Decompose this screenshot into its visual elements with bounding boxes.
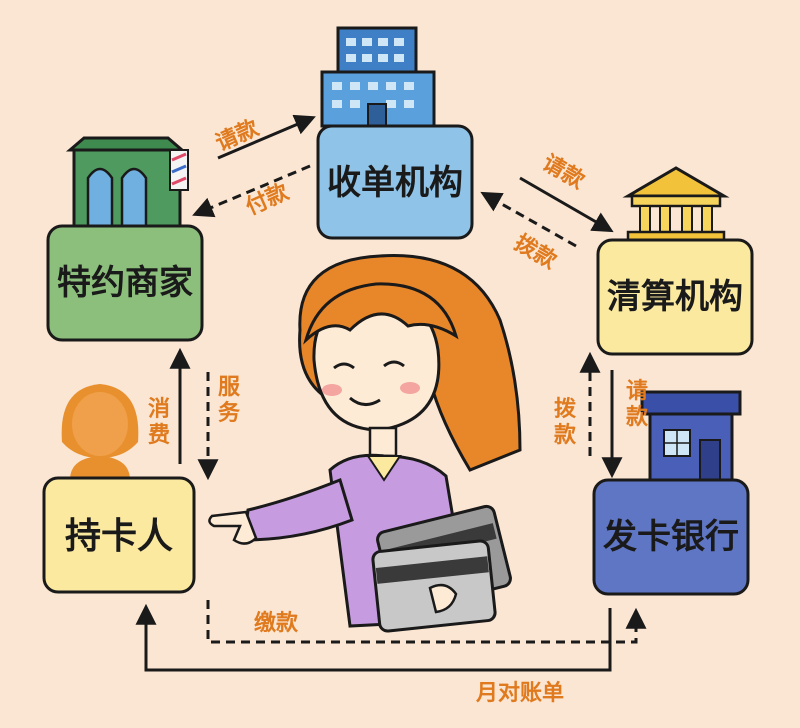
- edge-label-cardholder-to-merchant-char-2: 费: [148, 423, 170, 448]
- edge-label-clearing-to-issuer-char-1: 请: [626, 378, 648, 404]
- edge-label-issuer-to-clearing-char-2: 款: [554, 422, 577, 448]
- node-issuer: 发卡银行: [592, 478, 750, 596]
- edge-label-clearing-to-issuer: 请 款: [626, 378, 656, 430]
- office-building-icon: [320, 26, 436, 128]
- edge-cardholder-to-issuer: [206, 600, 647, 644]
- node-acquirer: 收单机构: [316, 124, 474, 240]
- edge-acquirer-to-clearing: [519, 176, 614, 233]
- edge-label-cardholder-to-merchant-char-1: 消: [148, 397, 170, 422]
- edge-label-cardholder-to-merchant: 消 费: [148, 397, 178, 448]
- woman-with-cards-illustration: [208, 254, 522, 633]
- node-cardholder: 持卡人: [42, 476, 196, 594]
- shop-icon: [65, 136, 189, 232]
- edge-label-clearing-to-acquirer: 拨款: [510, 230, 562, 275]
- node-merchant: 特约商家: [46, 224, 204, 342]
- edge-label-issuer-to-clearing-char-1: 拨: [554, 397, 577, 422]
- edge-issuer-to-cardholder: [135, 603, 612, 672]
- node-clearing: 清算机构: [596, 238, 754, 356]
- edge-label-merchant-to-cardholder-char-1: 服: [218, 375, 241, 400]
- edge-label-issuer-to-cardholder: 月对账单: [475, 681, 564, 706]
- bank-icon: [622, 166, 730, 244]
- edge-label-issuer-to-clearing: 拨 款: [554, 397, 584, 448]
- node-issuer-label: 发卡银行: [603, 517, 739, 557]
- edge-label-acquirer-to-clearing: 请款: [538, 150, 590, 195]
- bank-branch-icon: [640, 390, 742, 486]
- node-merchant-label: 特约商家: [57, 263, 193, 303]
- person-icon: [61, 384, 139, 480]
- edge-acquirer-to-merchant: [192, 164, 311, 218]
- edge-label-merchant-to-cardholder: 服 务: [218, 375, 248, 426]
- edge-label-merchant-to-cardholder-char-2: 务: [218, 401, 241, 426]
- node-clearing-label: 清算机构: [607, 277, 743, 317]
- edge-label-cardholder-to-issuer: 缴款: [254, 610, 299, 636]
- edge-label-clearing-to-issuer-char-2: 款: [626, 404, 649, 430]
- node-cardholder-label: 持卡人: [65, 516, 173, 557]
- node-acquirer-label: 收单机构: [327, 163, 463, 203]
- edge-clearing-to-acquirer: [480, 191, 577, 248]
- edge-merchant-to-acquirer: [217, 114, 316, 160]
